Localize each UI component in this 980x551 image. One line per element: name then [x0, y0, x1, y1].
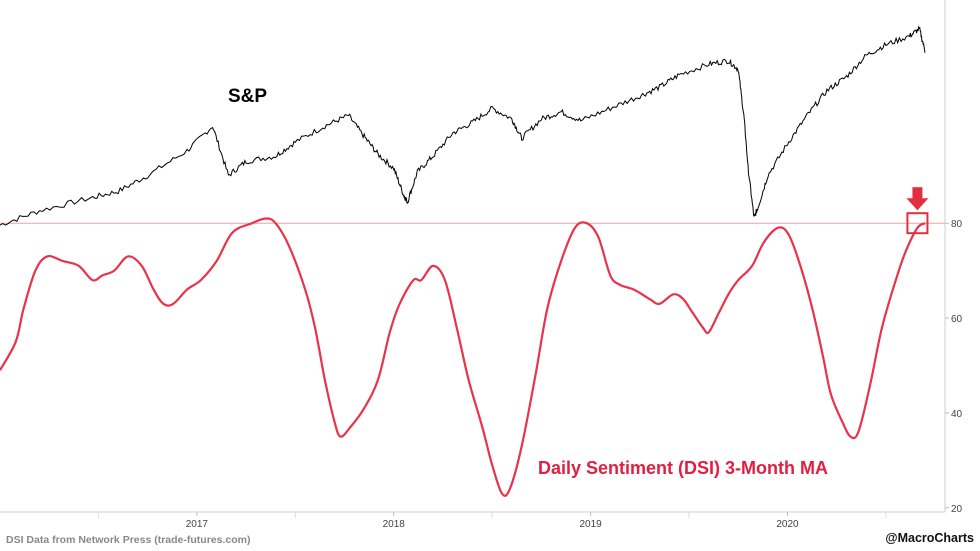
y-tick-label: 80	[951, 219, 963, 230]
sp-series-label: S&P	[228, 86, 268, 107]
dsi-series-line	[0, 217, 926, 497]
highlight-box	[906, 212, 929, 235]
axis-layer: 20 40 60 80 2017 2018 2019 2020	[0, 0, 963, 530]
y-tick-label: 20	[951, 504, 963, 515]
y-tick-label: 40	[951, 409, 963, 420]
author-handle: @MacroCharts	[885, 531, 974, 545]
down-arrow-head	[906, 198, 929, 211]
y-tick-label: 60	[951, 314, 963, 325]
x-tick-label: 2017	[186, 519, 209, 530]
annotation-layer	[906, 187, 929, 235]
x-tick-label: 2020	[776, 519, 799, 530]
dsi-series-label: Daily Sentiment (DSI) 3-Month MA	[538, 458, 829, 478]
down-arrow-shaft	[912, 187, 923, 200]
x-tick-label: 2018	[383, 519, 406, 530]
series-layer	[0, 25, 926, 497]
sp-series-line	[0, 25, 926, 226]
data-source-note: DSI Data from Network Press (trade-futur…	[6, 534, 251, 546]
x-tick-label: 2019	[580, 519, 603, 530]
